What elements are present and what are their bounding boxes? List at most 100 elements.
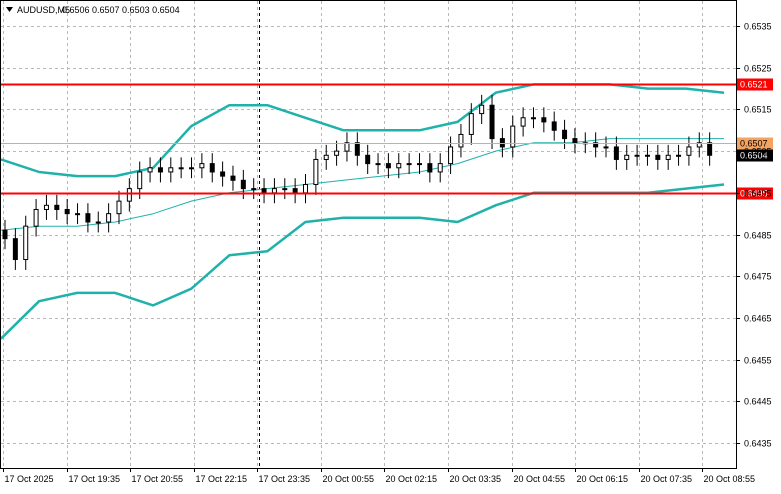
- candle-body: [510, 125, 516, 148]
- time-tick-label: 17 Oct 2025: [5, 474, 54, 484]
- candle-body: [43, 204, 49, 210]
- candle-body: [448, 146, 454, 165]
- candle: [686, 136, 692, 166]
- candle: [64, 199, 70, 225]
- candle-body: [106, 213, 112, 223]
- candle: [665, 144, 671, 170]
- candle: [23, 215, 29, 270]
- level-price-label-support: 0.6495: [740, 189, 768, 199]
- candle: [344, 132, 350, 162]
- candle-body: [313, 158, 319, 185]
- candle-body: [385, 163, 391, 169]
- candle-body: [520, 117, 526, 127]
- candle: [12, 228, 18, 270]
- time-tick-label: 20 Oct 06:15: [577, 474, 629, 484]
- candles: [2, 94, 713, 270]
- candle-body: [562, 129, 568, 140]
- candle: [707, 132, 713, 166]
- candle-body: [613, 146, 619, 160]
- time-scale[interactable]: 17 Oct 2025 17 Oct 19:35 17 Oct 20:55 17 Oc…: [3, 468, 756, 484]
- candle: [116, 190, 122, 225]
- candle: [458, 124, 464, 158]
- candle: [448, 136, 454, 175]
- middle-band-line: [0, 138, 724, 231]
- candle: [230, 165, 236, 191]
- candle-body: [375, 163, 381, 166]
- candle-body: [676, 154, 682, 157]
- symbol-dropdown-icon[interactable]: [6, 7, 13, 12]
- candle: [562, 119, 568, 150]
- candle: [541, 107, 547, 133]
- candle-body: [230, 175, 236, 181]
- ohlc-readout: 0.6506 0.6507 0.6503 0.6504: [62, 5, 180, 15]
- time-tick-label: 20 Oct 02:15: [386, 474, 438, 484]
- candle-body: [64, 208, 70, 215]
- candle-body: [137, 171, 143, 190]
- candle-body: [530, 117, 536, 120]
- candle-body: [396, 163, 402, 169]
- candle-body: [644, 154, 650, 157]
- candle: [54, 194, 60, 220]
- candle: [334, 140, 340, 166]
- candle: [406, 153, 412, 175]
- candle-body: [593, 142, 599, 148]
- candle-body: [209, 163, 215, 173]
- candle-body: [240, 179, 246, 190]
- candle: [43, 194, 49, 220]
- candle: [468, 103, 474, 145]
- level-price-box-pivot: [737, 137, 773, 150]
- candle-body: [406, 163, 412, 166]
- candle: [572, 128, 578, 154]
- candle-body: [220, 171, 226, 177]
- time-tick-label: 20 Oct 03:35: [450, 474, 502, 484]
- candle: [624, 144, 630, 170]
- candle: [489, 94, 495, 150]
- level-price-box-current: [737, 149, 773, 162]
- candle-body: [303, 183, 309, 194]
- candle: [323, 144, 329, 170]
- candle: [385, 153, 391, 179]
- price-tick-label: 0.6485: [744, 231, 772, 241]
- candle-body: [551, 121, 557, 131]
- candle-body: [147, 167, 153, 173]
- candle-body: [437, 163, 443, 173]
- candle-body: [665, 154, 671, 160]
- candle: [157, 157, 163, 183]
- candle: [209, 153, 215, 183]
- candle-body: [282, 188, 288, 191]
- candle-body: [479, 104, 485, 115]
- candle: [593, 132, 599, 158]
- price-scale[interactable]: 0.6535 0.6525 0.6515 0.6505 0.6495 0.6485 0.64…: [736, 22, 772, 449]
- chart-frame: [0, 0, 737, 469]
- symbol-title: AUDUSD,M5: [17, 5, 70, 15]
- candle: [479, 94, 485, 125]
- price-tick-label: 0.6465: [744, 314, 772, 324]
- axes: [0, 0, 737, 469]
- candle-body: [251, 188, 257, 191]
- chart-header: AUDUSD,M5 0.6506 0.6507 0.6503 0.6504: [6, 5, 180, 15]
- candle: [168, 157, 174, 183]
- price-tick-label: 0.6515: [744, 105, 772, 115]
- candle-body: [696, 142, 702, 148]
- candle-body: [292, 188, 298, 194]
- candle-body: [707, 142, 713, 156]
- candle-body: [624, 154, 630, 160]
- candle: [354, 132, 360, 166]
- candle-body: [541, 117, 547, 123]
- price-tick-label: 0.6495: [744, 189, 772, 199]
- candle-body: [655, 154, 661, 160]
- level-price-label-pivot: 0.6507: [740, 139, 768, 149]
- candle-body: [686, 146, 692, 156]
- candle: [644, 144, 650, 166]
- candle-body: [178, 167, 184, 170]
- candle: [655, 144, 661, 170]
- level-price-box-support: [737, 187, 773, 200]
- price-tick-label: 0.6535: [744, 22, 772, 32]
- candle: [282, 178, 288, 200]
- price-tick-label: 0.6445: [744, 397, 772, 407]
- candle-body: [95, 221, 101, 224]
- candle: [189, 157, 195, 179]
- candle-body: [634, 154, 640, 157]
